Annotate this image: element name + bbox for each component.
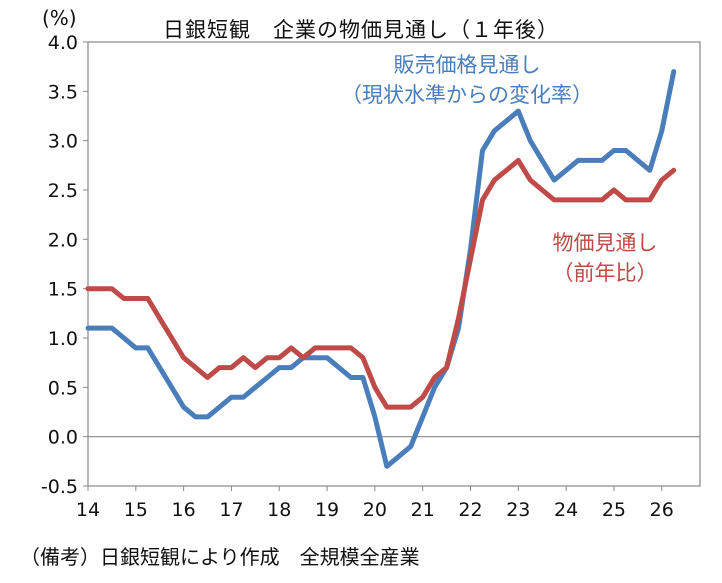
x-tick-label: 22 [458, 499, 482, 521]
x-tick-label: 19 [315, 499, 339, 521]
x-tick-label: 26 [650, 499, 674, 521]
x-tick-label: 20 [363, 499, 387, 521]
x-tick-label: 16 [172, 499, 196, 521]
x-tick-label: 25 [602, 499, 626, 521]
y-tick-label: 2.5 [48, 180, 78, 202]
y-tick-label: 1.0 [48, 328, 78, 350]
y-tick-label: 0.5 [48, 377, 78, 399]
selling-price-outlook-annotation: 販売価格見通し （現状水準からの変化率） [322, 50, 612, 110]
price-outlook-annotation: 物価見通し （前年比） [520, 228, 690, 288]
selling-price-outlook-line [85, 69, 677, 469]
price-outlook-line [85, 157, 677, 410]
x-tick-label: 23 [506, 499, 530, 521]
x-tick-label: 15 [124, 499, 148, 521]
x-tick-label: 18 [267, 499, 291, 521]
y-tick-label: 0.0 [48, 427, 78, 449]
x-tick-label: 14 [76, 499, 100, 521]
chart-title: 日銀短観 企業の物価見通し（１年後） [163, 18, 559, 42]
source-note: （備考）日銀短観により作成 全規模全産業 [20, 545, 420, 569]
selling-price-outlook-label: 販売価格見通し [393, 53, 541, 77]
selling-price-outlook-sublabel: （現状水準からの変化率） [341, 83, 593, 107]
plot-border [87, 41, 701, 487]
y-tick-label: 2.0 [48, 229, 78, 251]
y-tick-label: -0.5 [41, 476, 78, 498]
y-tick-label: 3.5 [48, 81, 78, 103]
y-tick-label: 3.0 [48, 131, 78, 153]
y-tick-label: 1.5 [48, 279, 78, 301]
price-outlook-label: 物価見通し [552, 231, 658, 255]
y-tick-label: 4.0 [48, 32, 78, 54]
x-tick-label: 17 [219, 499, 243, 521]
x-tick-label: 24 [554, 499, 578, 521]
plot-area: 4.0 3.5 3.0 2.5 2.0 1.5 1.0 0.5 0.0 -0.514 15 16 17 1… [41, 32, 701, 521]
x-tick-label: 21 [411, 499, 435, 521]
price-outlook-sublabel: （前年比） [552, 261, 658, 285]
y-axis-unit-label: (%) [42, 6, 77, 30]
